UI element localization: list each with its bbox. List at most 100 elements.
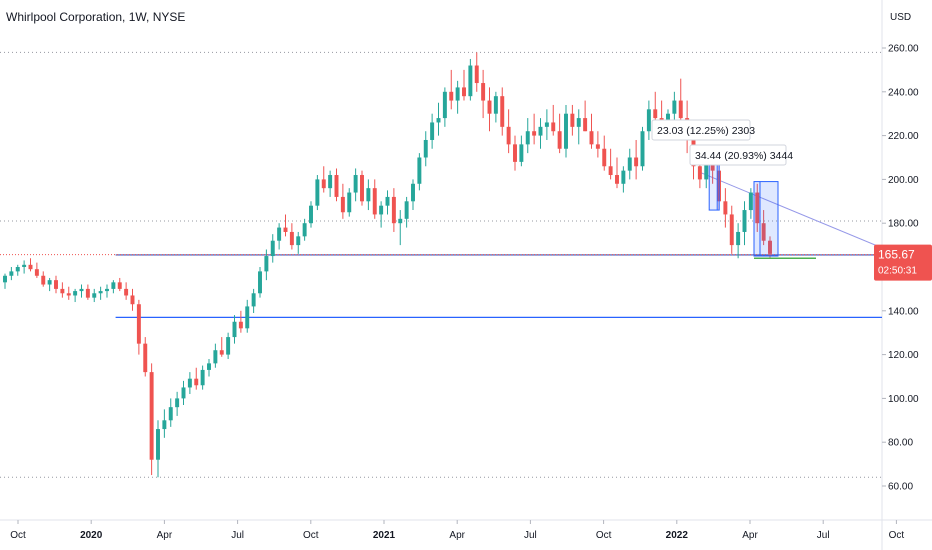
candle-body: [117, 282, 122, 289]
current-price-badge-bg: [874, 244, 932, 281]
candle-body: [551, 122, 556, 132]
candle: [372, 179, 377, 219]
candle-body: [487, 100, 492, 114]
candle: [194, 367, 199, 390]
x-tick-label: 2022: [666, 530, 689, 541]
candle-body: [608, 166, 613, 176]
candle: [143, 337, 148, 377]
candle: [207, 358, 211, 377]
candle-body: [666, 113, 670, 123]
candle-body: [238, 321, 243, 329]
candle: [302, 218, 307, 241]
candle-body: [92, 293, 97, 298]
candle-body: [136, 304, 141, 344]
candle-body: [245, 306, 250, 329]
candle-body: [232, 321, 237, 338]
y-tick-label: 240.00: [888, 87, 919, 98]
y-tick-label: 140.00: [888, 306, 919, 317]
candle-body: [296, 236, 301, 246]
candle: [219, 337, 224, 357]
candle-body: [710, 161, 715, 171]
candle: [54, 275, 58, 294]
candle: [768, 236, 772, 259]
candle-body: [200, 369, 205, 386]
candle-body: [66, 293, 71, 296]
candle-body: [181, 387, 186, 399]
candle-body: [156, 429, 160, 460]
candle-body: [175, 398, 180, 408]
measure-label: 34.44 (20.93%) 3444: [689, 144, 793, 166]
measure-label-box: [689, 144, 787, 166]
candle: [519, 135, 524, 167]
candle-body: [22, 264, 27, 267]
candle: [130, 288, 135, 311]
candle-body: [168, 407, 173, 421]
candle-body: [736, 231, 741, 246]
candle-body: [73, 291, 78, 296]
candle: [468, 58, 473, 101]
candle-body: [455, 87, 460, 101]
candle-body: [15, 267, 20, 272]
candle: [238, 310, 243, 333]
candle: [411, 179, 415, 211]
candle: [538, 118, 543, 149]
candle-body: [646, 109, 651, 132]
candle: [366, 179, 371, 211]
candle-body: [226, 337, 231, 355]
candle-body: [391, 196, 396, 224]
candle-body: [595, 144, 600, 149]
candle-body: [768, 240, 772, 254]
candle: [79, 284, 84, 298]
candle: [564, 104, 568, 158]
candle: [621, 166, 626, 193]
candle-body: [525, 131, 530, 145]
candle: [60, 282, 65, 298]
drawing-layer: [0, 51, 897, 478]
candle-body: [519, 144, 524, 162]
candle: [417, 153, 422, 191]
candle: [398, 210, 403, 246]
candle: [742, 201, 747, 246]
candle: [9, 267, 14, 281]
time-axis[interactable]: Oct 2020 Apr Jul Oct 2021 Apr Jul Oct 2022 Apr Jul O…: [10, 520, 904, 541]
candle: [634, 139, 639, 180]
candle-body: [589, 131, 594, 145]
candle: [449, 69, 454, 110]
candle: [404, 196, 409, 228]
candle: [608, 148, 613, 180]
measure-label-text: 34.44 (20.93%) 3444: [695, 150, 793, 162]
candle-body: [576, 118, 581, 127]
candle: [111, 280, 116, 294]
currency-label: USD: [890, 12, 911, 23]
candle-body: [697, 166, 702, 180]
candle: [226, 332, 231, 359]
candle-body: [258, 271, 262, 294]
candle: [500, 87, 505, 136]
candle-body: [755, 192, 760, 224]
candle: [98, 286, 103, 300]
candle-body: [442, 91, 447, 119]
candle: [181, 380, 186, 405]
candle-body: [41, 275, 46, 285]
candle: [315, 175, 320, 211]
candle-body: [411, 183, 415, 202]
candle-body: [309, 205, 313, 224]
candle: [66, 286, 71, 300]
candle-body: [251, 293, 256, 307]
candle-body: [3, 275, 7, 283]
candle-body: [570, 113, 575, 127]
candle-body: [187, 378, 192, 388]
candle: [506, 109, 511, 154]
candle: [334, 168, 339, 202]
candle-body: [557, 131, 562, 149]
candle-body: [283, 227, 288, 232]
candle: [602, 135, 607, 171]
y-tick-label: 180.00: [888, 219, 919, 230]
candle-body: [213, 350, 218, 364]
candle-body: [742, 210, 747, 232]
candle: [168, 398, 173, 427]
candle: [583, 100, 588, 132]
candle: [124, 282, 129, 300]
candle: [289, 223, 294, 250]
